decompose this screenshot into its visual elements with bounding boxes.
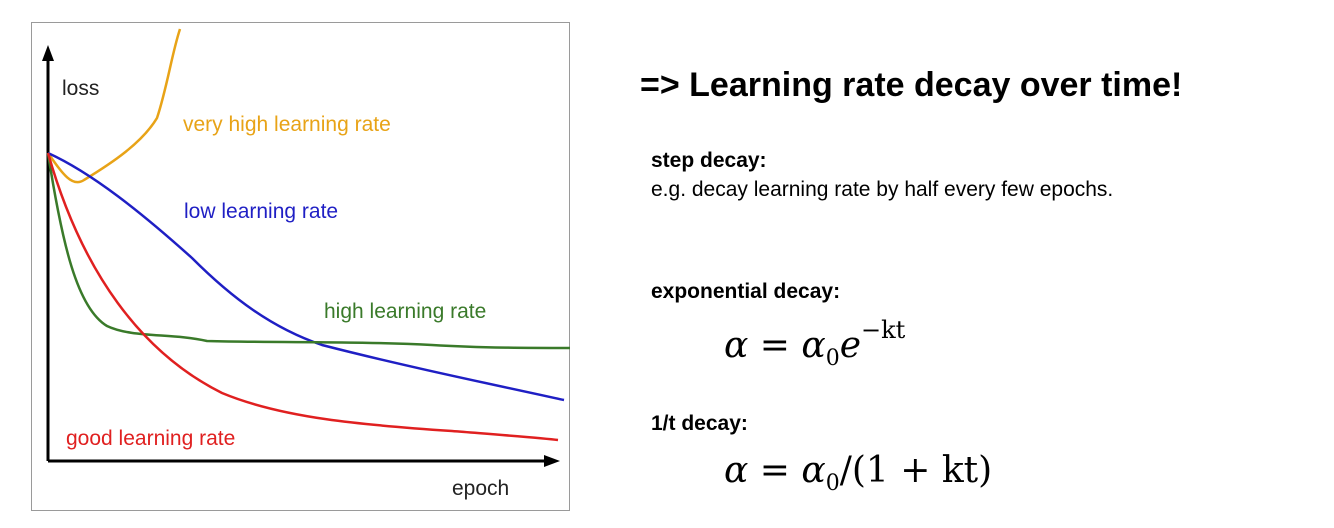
loss-curves-diagram: loss epoch very high learning rate low l… — [31, 22, 571, 511]
loss-curves-svg: loss epoch very high learning rate low l… — [42, 28, 571, 500]
curve-high-lr — [46, 152, 571, 350]
step-decay-title: step decay: — [651, 149, 767, 172]
formula-rest: /(1 + kt) — [839, 450, 993, 491]
formula-alpha: α — [724, 325, 749, 366]
curve-low-lr — [47, 151, 565, 402]
exponential-decay-formula: α = α0e−kt — [724, 316, 905, 372]
high-lr-label: high learning rate — [324, 300, 486, 323]
y-axis-label: loss — [62, 77, 99, 100]
low-lr-label: low learning rate — [184, 200, 338, 223]
formula-equals: = — [748, 325, 802, 366]
inverse-t-decay-title: 1/t decay: — [651, 412, 748, 435]
headline: => Learning rate decay over time! — [640, 66, 1183, 104]
x-axis-label: epoch — [452, 477, 509, 500]
step-decay-text: e.g. decay learning rate by half every f… — [651, 178, 1114, 201]
formula-subscript: 0 — [825, 346, 840, 372]
inverse-t-decay-formula: α = α0/(1 + kt) — [724, 450, 992, 496]
formula-equals: = — [748, 450, 802, 491]
very-high-lr-label: very high learning rate — [183, 113, 391, 136]
formula-exponent: −kt — [861, 316, 906, 344]
exponential-decay-title: exponential decay: — [651, 280, 841, 303]
formula-alpha: α — [724, 450, 749, 491]
formula-alpha-0: α — [801, 450, 826, 491]
x-axis-arrow — [544, 455, 560, 467]
y-axis-arrow — [42, 45, 54, 61]
good-lr-label: good learning rate — [66, 427, 235, 450]
curve-good-lr — [46, 152, 559, 442]
formula-e: e — [839, 325, 861, 366]
formula-alpha-0: α — [801, 325, 826, 366]
curve-very-high-lr — [46, 28, 182, 184]
formula-subscript: 0 — [825, 471, 840, 497]
